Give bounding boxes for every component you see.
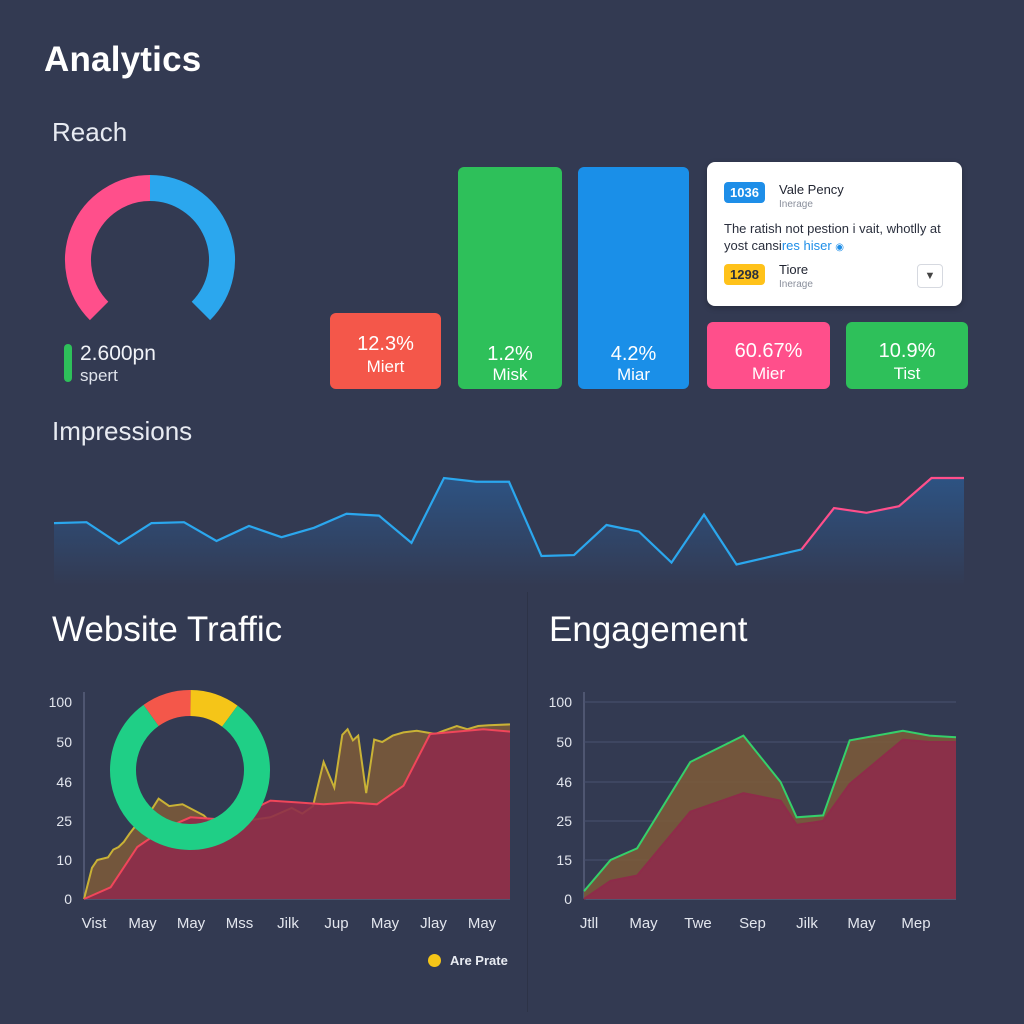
card-body: The ratish not pestion i vait, whotlly a… (724, 221, 941, 253)
metric-tile-tist[interactable]: 10.9% Tist (846, 322, 968, 389)
x-tick-label: Jilk (796, 915, 818, 932)
engagement-title: Engagement (549, 610, 748, 649)
card-link[interactable]: res hiser (781, 238, 832, 253)
website-traffic-chart: 0 10 25 46 50 100 Vist May May Mss Jilk Jup May Jlay M… (49, 690, 511, 932)
tile-value: 1.2% (487, 343, 533, 365)
card-text: The ratish not pestion i vait, whotlly a… (724, 220, 954, 256)
y-tick-label: 50 (56, 734, 72, 750)
y-tick-label: 46 (556, 774, 572, 790)
tile-value: 4.2% (610, 343, 657, 365)
x-tick-label: Mss (226, 915, 254, 932)
y-tick-label: 15 (556, 852, 572, 868)
card-subtitle: Inerage (779, 279, 813, 290)
x-tick-label: May (468, 915, 497, 932)
donut-segment (189, 690, 238, 727)
card-action-button[interactable]: ▼ (917, 264, 943, 288)
gauge-left-arc (65, 175, 151, 321)
y-tick-label: 10 (56, 852, 72, 868)
legend-label: Are Prate (450, 953, 508, 968)
card-badge: 1298 (724, 264, 765, 285)
x-tick-label: Jlay (420, 915, 447, 932)
x-tick-label: Mep (901, 915, 930, 932)
metric-tile-mier[interactable]: 60.67% Mier (707, 322, 830, 389)
tile-label: Misk (492, 365, 528, 384)
card-title: Vale Pency (779, 182, 844, 197)
reach-marker (64, 344, 72, 382)
x-tick-label: Jilk (277, 915, 299, 932)
tile-label: Miar (616, 365, 651, 384)
impressions-line-accent (800, 476, 964, 551)
x-tick-label: Jup (324, 915, 348, 932)
y-tick-label: 46 (56, 774, 72, 790)
page-title: Analytics (44, 40, 202, 79)
reach-gauge (65, 175, 235, 321)
metric-tile-miar[interactable]: 4.2% Miar (578, 167, 689, 389)
x-tick-label: May (629, 915, 658, 932)
website-traffic-title: Website Traffic (52, 610, 283, 649)
x-tick-label: Twe (684, 915, 712, 932)
x-tick-label: Sep (739, 915, 766, 932)
y-tick-label: 0 (64, 891, 72, 907)
tile-value: 10.9% (878, 340, 936, 362)
y-tick-label: 100 (549, 694, 573, 710)
x-tick-label: May (177, 915, 206, 932)
series-line (583, 729, 957, 892)
legend-marker (428, 954, 441, 967)
tile-label: Tist (893, 364, 921, 383)
y-tick-label: 0 (564, 891, 572, 907)
series-area (584, 739, 956, 899)
x-tick-label: Jtll (580, 915, 598, 932)
impressions-line (53, 476, 802, 566)
tile-label: Miert (366, 357, 405, 376)
y-tick-label: 25 (556, 813, 572, 829)
impressions-title: Impressions (52, 416, 193, 446)
donut-segment (110, 704, 270, 850)
tile-label: Mier (751, 364, 786, 383)
series-line (583, 738, 956, 900)
metric-tile-misk[interactable]: 1.2% Misk (458, 167, 562, 389)
impressions-chart (53, 476, 964, 586)
info-card: 1036 Vale Pency Inerage The ratish not p… (707, 162, 962, 306)
y-tick-label: 25 (56, 813, 72, 829)
section-divider (527, 592, 528, 1012)
y-tick-label: 100 (49, 694, 73, 710)
impressions-area (54, 478, 964, 586)
series-area (84, 729, 510, 899)
reach-sub-label: spert (80, 366, 118, 385)
y-tick-label: 50 (556, 734, 572, 750)
card-title: Tiore (779, 262, 809, 277)
info-icon: ◉ (835, 242, 845, 253)
metric-tile-miert[interactable]: 12.3% Miert (330, 313, 441, 389)
x-tick-label: May (128, 915, 157, 932)
x-tick-label: May (371, 915, 400, 932)
reach-title: Reach (52, 117, 128, 147)
x-tick-label: May (847, 915, 876, 932)
traffic-donut (110, 690, 270, 850)
donut-segment (143, 690, 191, 727)
x-tick-label: Vist (82, 915, 108, 932)
card-subtitle: Inerage (779, 199, 813, 210)
card-badge: 1036 (724, 182, 765, 203)
arrow-down-icon: ▼ (924, 270, 936, 282)
engagement-chart: 0 15 25 46 50 100 Jtll May Twe Sep Jilk May Mep (549, 692, 957, 932)
gauge-right-arc (149, 175, 235, 321)
tile-value: 12.3% (357, 333, 414, 355)
tile-value: 60.67% (734, 340, 803, 362)
reach-value: 2.600pn (80, 342, 156, 365)
